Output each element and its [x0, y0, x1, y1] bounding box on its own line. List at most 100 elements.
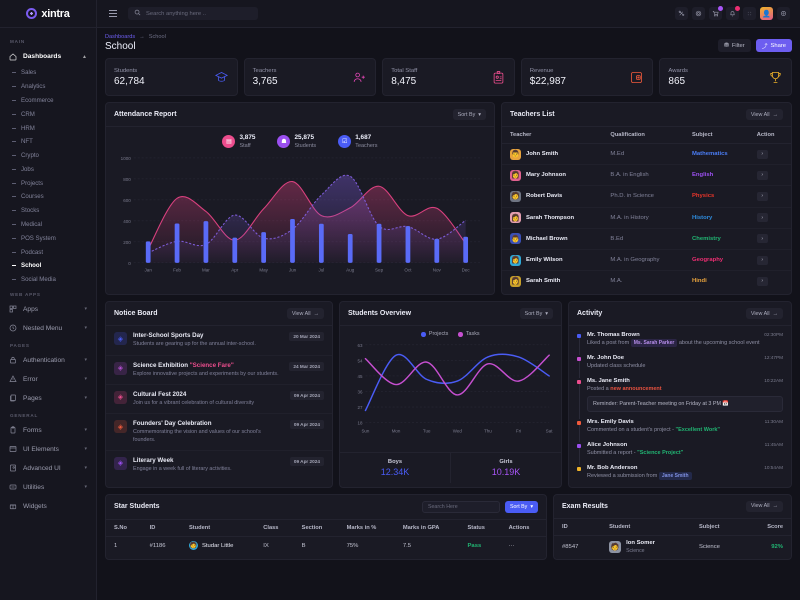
status-dot-icon	[577, 466, 581, 471]
notice-item[interactable]: ◈ Founders' Day Celebration Commemoratin…	[106, 414, 332, 451]
activity-item[interactable]: Ms. Jane Smith 10:22AM Posted a new anno…	[577, 378, 783, 420]
row-action-button[interactable]: ›	[756, 170, 768, 180]
sidebar-subitem-hrm[interactable]: HRM	[0, 121, 96, 135]
sports-icon: ◈	[114, 332, 127, 346]
sidebar-subitem-stocks[interactable]: Stocks	[0, 204, 96, 218]
sidebar-subitem-school[interactable]: School	[0, 259, 96, 273]
activity-item[interactable]: Mr. Thomas Brown 02:30PM Liked a post fr…	[577, 332, 783, 356]
sidebar-subitem-pos-system[interactable]: POS System	[0, 231, 96, 245]
sidebar-subitem-medical[interactable]: Medical	[0, 218, 96, 232]
stat-card-teachers[interactable]: Teachers 3,765	[243, 58, 377, 96]
table-row[interactable]: 👩 Sarah Smith M.A. Hindi ›	[502, 271, 791, 292]
table-row[interactable]: 1 #1186 🧑 Studar Little IX B 75% 7.5 Pass…	[106, 536, 546, 555]
activity-item[interactable]: Mr. John Doe 12:47PM Updated class sched…	[577, 355, 783, 378]
star-students-search-input[interactable]	[427, 503, 494, 510]
table-row[interactable]: 👨 John Smith M.Ed Mathematics ›	[502, 143, 791, 166]
stat-card-revenue[interactable]: Revenue $22,987	[520, 58, 654, 96]
notice-view-all-button[interactable]: View All →	[286, 308, 324, 320]
stat-card-students[interactable]: Students 62,784	[105, 58, 238, 96]
row-action-button[interactable]: ›	[756, 234, 768, 244]
sidebar-subitem-crm[interactable]: CRM	[0, 107, 96, 121]
sidebar-item-nested-menu[interactable]: Nested Menu ▾	[0, 319, 96, 338]
svg-text:Jul: Jul	[318, 268, 324, 273]
sidebar-subitem-nft[interactable]: NFT	[0, 135, 96, 149]
stat-card-total-staff[interactable]: Total Staff 8,475	[382, 58, 515, 96]
brand-logo-area[interactable]: xintra	[0, 0, 96, 28]
sidebar-item-forms[interactable]: Forms ▾	[0, 421, 96, 440]
settings-cog-icon[interactable]	[777, 7, 790, 20]
notification-bell-icon[interactable]	[726, 6, 740, 20]
sidebar-item-advanced-ui[interactable]: Advanced UI ▾	[0, 459, 96, 478]
table-row[interactable]: 👩 Mary Johnson B.A. in English English ›	[502, 164, 791, 187]
sidebar-item-utilities[interactable]: Utilities ▾	[0, 478, 96, 497]
filter-button[interactable]: ⛃ Filter	[717, 39, 751, 52]
search-box[interactable]	[128, 7, 258, 20]
notice-item[interactable]: ◈ Inter-School Sports Day Students are g…	[106, 326, 332, 356]
teachers-view-all-button[interactable]: View All →	[745, 109, 783, 120]
table-row[interactable]: 🧑 Robert Davis Ph.D. in Science Physics …	[502, 185, 791, 208]
chevron-down-icon: ▾	[545, 310, 548, 317]
sidebar-item-dashboards[interactable]: Dashboards ▲	[0, 47, 96, 66]
exam-view-all-button[interactable]: View All →	[745, 500, 783, 512]
sidebar-item-ui-elements[interactable]: UI Elements ▾	[0, 440, 96, 459]
network-icon[interactable]	[675, 7, 688, 20]
overview-sort-by-dropdown[interactable]: Sort By ▾	[519, 308, 553, 320]
sidebar-subitem-label: Podcast	[21, 248, 44, 256]
row-action-button[interactable]: ›	[756, 276, 768, 286]
breadcrumb-parent[interactable]: Dashboards	[105, 34, 136, 40]
activity-item[interactable]: Alice Johnson 11:45AM Submitted a report…	[577, 442, 783, 465]
notice-item[interactable]: ◈ Cultural Fest 2024 Join us for a vibra…	[106, 385, 332, 415]
sidebar-subitem-projects[interactable]: Projects	[0, 176, 96, 190]
activity-item[interactable]: Mr. Bob Anderson 10:54AM Reviewed a subm…	[577, 465, 783, 483]
star-students-search-box[interactable]	[421, 500, 500, 513]
attendance-sort-by-dropdown[interactable]: Sort By ▾	[452, 109, 486, 120]
sidebar-subitem-ecommerce[interactable]: Ecommerce	[0, 94, 96, 108]
svg-text:54: 54	[358, 359, 363, 364]
pages-icon	[9, 394, 17, 402]
sidebar-subitem-sales[interactable]: Sales	[0, 66, 96, 80]
legend-tasks: Tasks	[458, 331, 480, 337]
gear-icon[interactable]	[692, 7, 705, 20]
row-action-button[interactable]: ›	[756, 213, 768, 223]
stat-card-awards[interactable]: Awards 865	[659, 58, 792, 96]
star-students-sort-by-dropdown[interactable]: Sort By ▾	[504, 500, 538, 513]
activity-time: 12:47PM	[764, 355, 783, 361]
teacher-name: Sarah Smith	[526, 278, 561, 285]
grid-apps-icon[interactable]	[743, 7, 756, 20]
sidebar-item-authentication[interactable]: Authentication ▾	[0, 351, 96, 370]
share-label: Share	[770, 42, 786, 49]
exam-results-panel: Exam Results View All → ID Student Subje…	[553, 493, 792, 561]
search-input[interactable]	[146, 10, 252, 17]
avatar[interactable]: 👤	[760, 7, 773, 20]
activity-name: Mr. Thomas Brown	[587, 332, 640, 339]
table-row[interactable]: 👨 Michael Brown B.Ed Chemistry ›	[502, 228, 791, 250]
sidebar-subitem-jobs[interactable]: Jobs	[0, 162, 96, 176]
cart-icon[interactable]	[709, 6, 723, 20]
activity-view-all-button[interactable]: View All →	[745, 308, 783, 320]
sidebar-subitem-social-media[interactable]: Social Media	[0, 273, 96, 287]
row-action-button[interactable]: ›	[756, 255, 768, 265]
students-overview-chart: 18 27 36 45 54 63 Sun Mon Tue Wed Thu Fri Sat	[358, 343, 554, 434]
notice-item[interactable]: ◈ Science Exhibition "Science Fare" Expl…	[106, 356, 332, 385]
sidebar-item-error[interactable]: Error ▾	[0, 370, 96, 389]
menu-toggle-icon[interactable]	[107, 8, 119, 18]
table-row[interactable]: 👩 Sarah Thompson M.A. in History History…	[502, 207, 791, 229]
stat-value: $22,987	[529, 75, 566, 87]
sidebar-subitem-podcast[interactable]: Podcast	[0, 245, 96, 259]
table-row[interactable]: 👩 Emily Wilson M.A. in Geography Geograp…	[502, 249, 791, 272]
table-row[interactable]: #8547 🧑 Ion Somer Science Science 92%	[554, 535, 791, 559]
chevron-down-icon: ▾	[84, 446, 87, 452]
sidebar-item-widgets[interactable]: Widgets	[0, 497, 96, 516]
sidebar-item-apps[interactable]: Apps ▾	[0, 300, 96, 319]
activity-item[interactable]: Mrs. Emily Davis 11:30AM Commented on a …	[577, 419, 783, 443]
sidebar-subitem-crypto[interactable]: Crypto	[0, 149, 96, 163]
sidebar-item-pages[interactable]: Pages ▾	[0, 389, 96, 408]
row-action-button[interactable]: ›	[756, 191, 768, 201]
sidebar-subitem-analytics[interactable]: Analytics	[0, 80, 96, 94]
share-button[interactable]: ⤴ Share	[755, 39, 792, 52]
notice-item[interactable]: ◈ Literary Week Engage in a week full of…	[106, 451, 332, 479]
row-action-button[interactable]: ›	[756, 149, 768, 159]
actions-cell[interactable]: ···	[508, 542, 515, 549]
teacher-name: Michael Brown	[526, 235, 568, 242]
sidebar-subitem-courses[interactable]: Courses	[0, 190, 96, 204]
